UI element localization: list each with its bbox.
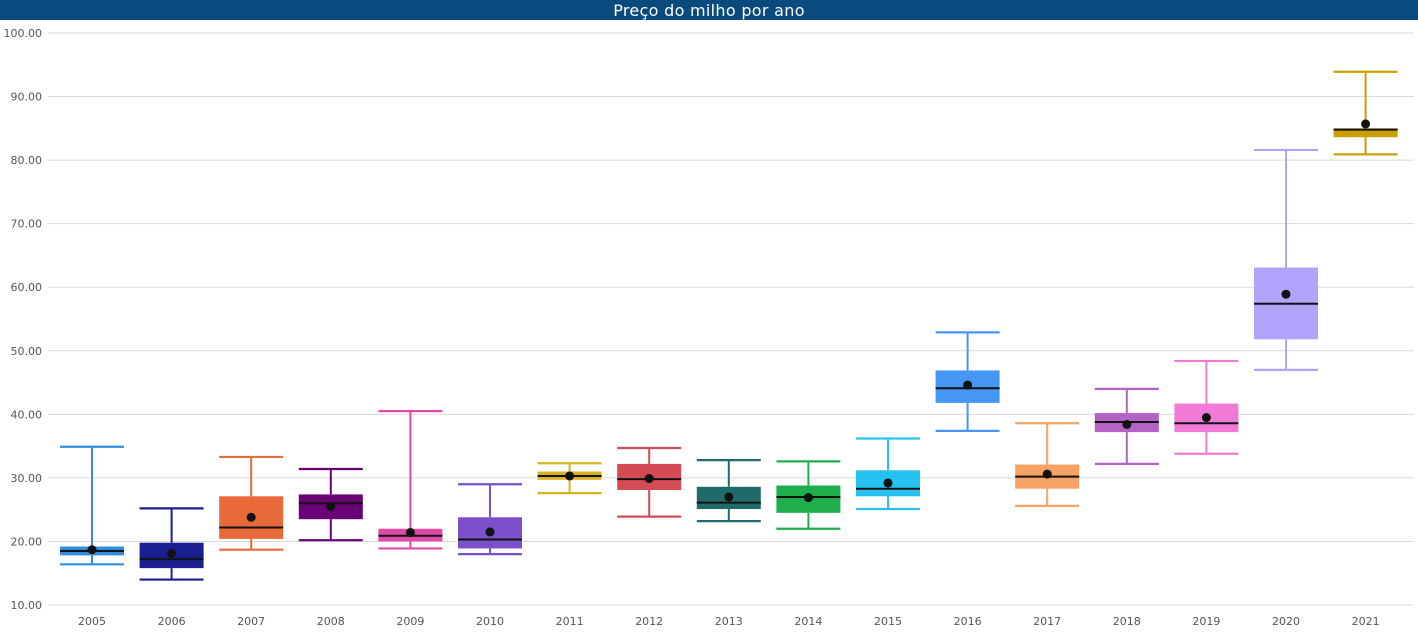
x-tick-label: 2006 xyxy=(158,615,186,628)
x-tick-label: 2020 xyxy=(1272,615,1300,628)
mean-marker xyxy=(644,474,654,484)
mean-marker xyxy=(1361,119,1371,129)
box-2016 xyxy=(935,331,1000,432)
x-tick-label: 2008 xyxy=(317,615,345,628)
x-tick-label: 2005 xyxy=(78,615,106,628)
x-tick-label: 2017 xyxy=(1033,615,1061,628)
box-2015 xyxy=(856,437,920,511)
iqr-box xyxy=(1333,128,1398,138)
y-tick-label: 50.00 xyxy=(11,345,43,358)
box-2014 xyxy=(776,460,841,530)
x-tick-label: 2012 xyxy=(635,615,663,628)
y-axis: 10.00 20.00 30.00 40.00 50.00 60.00 70.00 80.00… xyxy=(4,27,43,612)
x-tick-label: 2011 xyxy=(556,615,584,628)
y-tick-label: 20.00 xyxy=(11,535,43,548)
y-tick-label: 80.00 xyxy=(11,154,43,167)
box-2006 xyxy=(139,507,204,581)
y-tick-label: 30.00 xyxy=(11,472,43,485)
box-2007 xyxy=(219,455,284,551)
y-tick-label: 100.00 xyxy=(4,27,43,40)
box-2019 xyxy=(1174,359,1239,455)
box-2012 xyxy=(617,446,682,518)
x-tick-label: 2018 xyxy=(1113,615,1141,628)
x-tick-label: 2015 xyxy=(874,615,902,628)
x-tick-label: 2014 xyxy=(794,615,822,628)
y-tick-label: 40.00 xyxy=(11,408,43,421)
mean-marker xyxy=(724,492,734,502)
x-tick-label: 2009 xyxy=(396,615,424,628)
x-tick-label: 2013 xyxy=(715,615,743,628)
box-2017 xyxy=(1015,422,1080,507)
box-2020 xyxy=(1254,148,1318,371)
x-tick-label: 2007 xyxy=(237,615,265,628)
x-tick-label: 2021 xyxy=(1352,615,1380,628)
y-tick-label: 10.00 xyxy=(11,599,43,612)
mean-marker xyxy=(167,549,177,559)
y-tick-label: 70.00 xyxy=(11,218,43,231)
x-tick-label: 2010 xyxy=(476,615,504,628)
mean-marker xyxy=(1281,289,1291,299)
mean-marker xyxy=(1201,413,1211,423)
x-tick-label: 2016 xyxy=(954,615,982,628)
mean-marker xyxy=(1122,420,1132,430)
mean-marker xyxy=(326,501,336,511)
box-2009 xyxy=(378,410,443,550)
mean-marker xyxy=(87,545,97,555)
mean-marker xyxy=(565,471,575,481)
box-2013 xyxy=(696,458,761,523)
box-2021 xyxy=(1333,70,1398,156)
y-tick-label: 60.00 xyxy=(11,281,43,294)
mean-marker xyxy=(963,380,973,390)
mean-marker xyxy=(485,527,495,537)
box-series xyxy=(60,70,1398,581)
x-axis: 2005 2006 2007 2008 2009 2010 2011 2012 2013 2014… xyxy=(78,615,1380,628)
box-2005 xyxy=(60,445,124,566)
mean-marker xyxy=(803,493,813,503)
box-2008 xyxy=(298,467,363,542)
mean-marker xyxy=(405,528,415,538)
mean-marker xyxy=(1042,469,1052,479)
x-tick-label: 2019 xyxy=(1192,615,1220,628)
box-2010 xyxy=(458,483,522,556)
chart-title: Preço do milho por ano xyxy=(0,0,1418,20)
grid-lines xyxy=(48,32,1414,606)
y-tick-label: 90.00 xyxy=(11,91,43,104)
box-2011 xyxy=(537,462,602,495)
mean-marker xyxy=(246,512,256,522)
box-2018 xyxy=(1094,387,1159,466)
mean-marker xyxy=(883,478,893,488)
